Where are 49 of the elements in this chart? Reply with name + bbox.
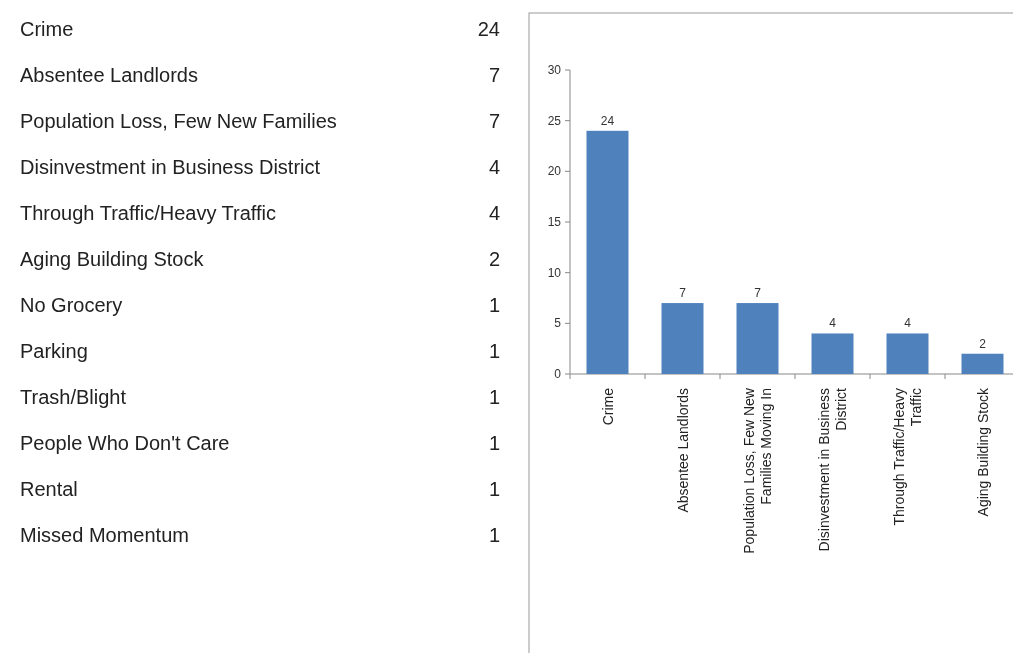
x-tick-label: Absentee Landlords [674,388,691,513]
category-label: Aging Building Stock [20,248,205,270]
bar [736,303,779,374]
category-label: Crime [20,18,74,40]
category-label: Disinvestment in Business District [20,156,321,178]
category-label: Through Traffic/Heavy Traffic [20,202,277,224]
y-tick-label: 10 [547,265,562,280]
y-tick-label: 20 [547,164,562,179]
data-label: 4 [829,316,837,331]
data-label: 7 [488,64,500,86]
bar [811,333,854,374]
data-label: 1 [488,478,500,500]
data-label: 24 [600,113,615,128]
data-label: 1 [488,340,500,362]
data-label: 4 [488,156,500,178]
y-tick-label: 15 [547,215,562,229]
x-tick-label: Population Loss, Few New Families Moving In [741,387,774,554]
y-tick-label: 0 [554,367,562,381]
data-label: 1 [488,432,500,454]
bar [961,353,1004,374]
category-label: Parking [20,340,88,362]
data-label: 1 [488,386,500,408]
data-label: 7 [754,286,762,301]
category-label: Missed Momentum [20,524,189,546]
category-label: No Grocery [20,294,123,316]
y-tick-label: 5 [554,316,562,331]
data-label: 1 [488,294,500,316]
x-tick-label: Through Traffic/Heavy Traffic [891,388,924,526]
category-label: Rental [20,478,78,500]
x-tick-label: Aging Building Stock [974,387,991,517]
y-tick-label: 25 [547,113,562,128]
bar [586,130,629,374]
x-tick-label: Disinvestment in Business District [816,387,849,552]
bar [661,303,704,374]
data-label: 4 [488,202,500,224]
data-label: 7 [488,110,500,132]
data-label: 2 [979,336,987,351]
data-label: 1 [488,524,500,546]
data-label: 2 [488,248,500,270]
data-label: 4 [904,316,912,331]
x-tick-label: Crime [599,387,616,426]
y-tick-label: 30 [547,63,562,77]
category-label: Population Loss, Few New Families [20,110,337,132]
data-label: 7 [679,286,687,301]
category-label: Trash/Blight [20,386,127,408]
category-label: Absentee Landlords [20,64,198,86]
data-label: 24 [477,18,500,40]
category-label: People Who Don't Care [20,432,230,454]
bar [886,333,929,374]
